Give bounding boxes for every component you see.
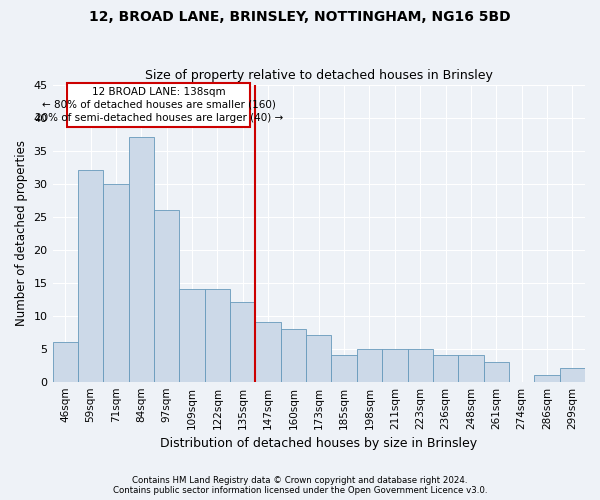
Text: Contains HM Land Registry data © Crown copyright and database right 2024.
Contai: Contains HM Land Registry data © Crown c…	[113, 476, 487, 495]
Bar	[128, 138, 154, 382]
Y-axis label: Number of detached properties: Number of detached properties	[15, 140, 28, 326]
Text: 12 BROAD LANE: 138sqm: 12 BROAD LANE: 138sqm	[92, 87, 226, 97]
Bar	[230, 302, 256, 382]
Bar	[433, 356, 458, 382]
Bar	[534, 375, 560, 382]
Bar	[103, 184, 128, 382]
Bar	[484, 362, 509, 382]
Text: ← 80% of detached houses are smaller (160): ← 80% of detached houses are smaller (16…	[42, 100, 276, 110]
Bar	[205, 289, 230, 382]
Bar	[179, 289, 205, 382]
Bar	[78, 170, 103, 382]
Bar	[382, 348, 407, 382]
Text: 20% of semi-detached houses are larger (40) →: 20% of semi-detached houses are larger (…	[35, 113, 283, 123]
Text: 12, BROAD LANE, BRINSLEY, NOTTINGHAM, NG16 5BD: 12, BROAD LANE, BRINSLEY, NOTTINGHAM, NG…	[89, 10, 511, 24]
Bar	[331, 356, 357, 382]
Bar	[306, 336, 331, 382]
Bar	[357, 348, 382, 382]
X-axis label: Distribution of detached houses by size in Brinsley: Distribution of detached houses by size …	[160, 437, 478, 450]
Bar	[407, 348, 433, 382]
Bar	[281, 329, 306, 382]
Bar	[256, 322, 281, 382]
Title: Size of property relative to detached houses in Brinsley: Size of property relative to detached ho…	[145, 69, 493, 82]
Bar	[154, 210, 179, 382]
FancyBboxPatch shape	[67, 83, 250, 128]
Bar	[458, 356, 484, 382]
Bar	[53, 342, 78, 382]
Bar	[560, 368, 585, 382]
